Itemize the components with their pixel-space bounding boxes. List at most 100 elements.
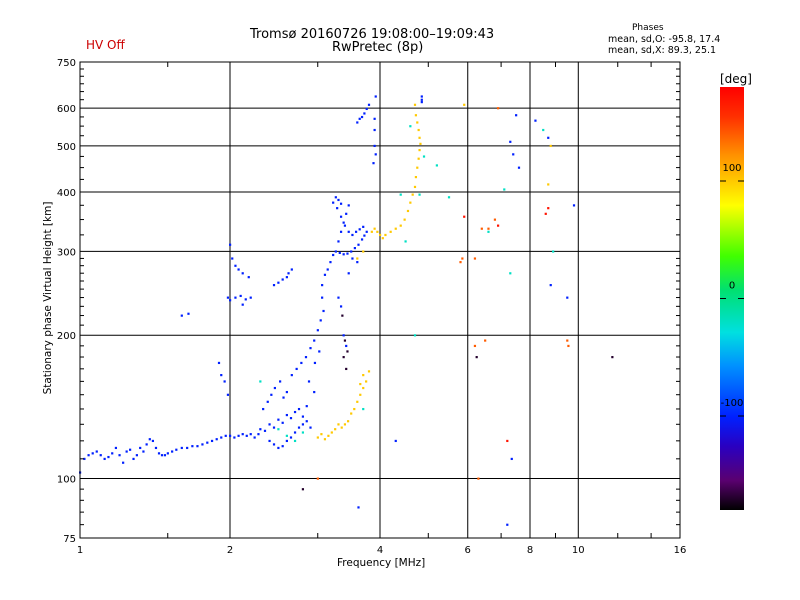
- data-point: [237, 434, 240, 437]
- data-point: [493, 218, 497, 221]
- data-point: [420, 98, 423, 101]
- data-point: [281, 278, 284, 281]
- data-point: [313, 361, 317, 365]
- data-point: [224, 434, 227, 437]
- data-point: [273, 386, 276, 390]
- data-point: [365, 230, 368, 233]
- data-point: [281, 445, 284, 448]
- data-point: [319, 319, 322, 322]
- data-point: [334, 250, 337, 253]
- data-point: [249, 296, 252, 299]
- data-point: [420, 95, 423, 98]
- data-point: [347, 230, 350, 233]
- data-point: [414, 175, 418, 179]
- data-point: [416, 166, 419, 169]
- data-point: [201, 443, 204, 446]
- data-point: [477, 477, 480, 480]
- data-point: [487, 227, 490, 230]
- data-point: [509, 272, 512, 275]
- data-point: [337, 240, 340, 243]
- data-point: [175, 448, 178, 451]
- data-point: [339, 215, 343, 218]
- data-point: [239, 294, 242, 298]
- data-point: [309, 347, 312, 350]
- y-tick-label: 500: [57, 142, 76, 153]
- data-point: [220, 436, 223, 439]
- data-point: [316, 436, 319, 439]
- data-point: [362, 407, 365, 411]
- data-point: [345, 367, 348, 371]
- data-point: [360, 115, 364, 119]
- data-point: [509, 140, 512, 143]
- data-point: [534, 119, 537, 122]
- data-point: [223, 380, 226, 383]
- data-point: [547, 183, 550, 186]
- data-point: [510, 457, 513, 461]
- data-point: [289, 436, 293, 439]
- data-point: [180, 446, 183, 450]
- data-point: [111, 452, 114, 455]
- data-point: [358, 117, 361, 120]
- data-point: [289, 417, 293, 420]
- data-point: [357, 243, 360, 246]
- data-point: [282, 396, 285, 399]
- data-point: [354, 230, 358, 233]
- data-point: [517, 166, 521, 169]
- data-point: [572, 204, 576, 207]
- data-point: [313, 390, 316, 394]
- y-tick-label: 200: [57, 331, 76, 342]
- data-point: [356, 121, 359, 124]
- data-point: [163, 454, 167, 457]
- data-point: [547, 207, 550, 210]
- data-point: [362, 225, 365, 228]
- data-point: [418, 136, 421, 139]
- data-point: [247, 276, 250, 279]
- y-tick-label: 100: [57, 475, 76, 486]
- data-point: [417, 128, 420, 132]
- data-point: [343, 339, 347, 342]
- data-point: [253, 436, 256, 439]
- data-point: [83, 457, 86, 461]
- data-point: [277, 428, 280, 431]
- data-point: [290, 374, 293, 377]
- data-point: [342, 356, 345, 359]
- data-point: [447, 196, 451, 199]
- data-point: [316, 477, 319, 480]
- data-point: [241, 272, 244, 275]
- data-point: [356, 400, 359, 403]
- data-point: [356, 257, 359, 260]
- hv-status: HV Off: [86, 38, 125, 52]
- data-point: [234, 264, 237, 267]
- data-point: [217, 361, 221, 365]
- data-point: [356, 261, 359, 264]
- data-point: [171, 450, 174, 453]
- data-point: [270, 393, 273, 396]
- data-point: [345, 212, 348, 215]
- data-point: [166, 452, 169, 455]
- data-point: [220, 374, 223, 377]
- data-point: [351, 257, 354, 260]
- data-point: [365, 107, 368, 111]
- data-point: [418, 193, 421, 196]
- data-point: [229, 243, 232, 246]
- data-point: [350, 250, 353, 253]
- data-point: [384, 233, 387, 237]
- x-tick-label: 2: [227, 545, 233, 556]
- x-tick-label: 10: [572, 545, 585, 556]
- data-point: [417, 157, 420, 160]
- data-point: [313, 339, 316, 342]
- data-point: [343, 224, 347, 227]
- data-point: [342, 334, 345, 337]
- data-point: [373, 117, 376, 120]
- data-point: [210, 439, 214, 443]
- data-point: [359, 382, 362, 386]
- data-point: [135, 454, 138, 457]
- data-point: [353, 247, 356, 250]
- data-point: [342, 253, 345, 256]
- data-point: [272, 443, 276, 446]
- data-point: [118, 454, 121, 457]
- data-point: [370, 230, 373, 233]
- data-point: [420, 101, 423, 104]
- data-point: [406, 209, 410, 213]
- data-point: [413, 185, 417, 189]
